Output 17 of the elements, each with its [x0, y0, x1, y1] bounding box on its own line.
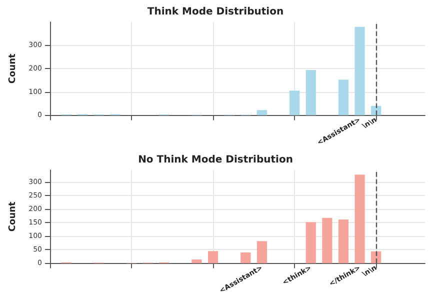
bar	[192, 259, 202, 264]
bar	[290, 90, 300, 116]
bar	[306, 70, 316, 116]
bar	[256, 110, 268, 116]
bar	[306, 222, 316, 264]
y-axis-title: Count	[8, 52, 18, 84]
y-axis-title: Count	[8, 200, 18, 232]
bar	[354, 26, 365, 116]
bar	[240, 252, 251, 264]
chart-title: No Think Mode Distribution	[138, 154, 293, 166]
bar	[338, 80, 349, 116]
bar	[208, 251, 218, 264]
bar	[338, 219, 349, 264]
chart-title: Think Mode Distribution	[147, 6, 284, 18]
bar	[256, 241, 268, 264]
bar	[322, 218, 332, 264]
bar	[354, 174, 365, 264]
